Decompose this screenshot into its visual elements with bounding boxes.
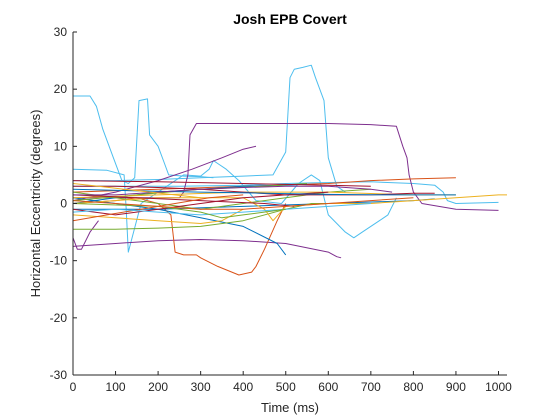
series-line-22 — [72, 194, 295, 207]
series-line-27 — [73, 185, 393, 196]
chart-title: Josh EPB Covert — [233, 11, 347, 27]
series-layer — [72, 64, 507, 276]
series-line-21 — [72, 191, 329, 216]
series-line-18 — [72, 208, 244, 224]
series-line-29 — [72, 197, 414, 210]
y-tick-label: -10 — [50, 254, 68, 268]
x-axis-label: Time (ms) — [261, 400, 319, 415]
series-line-28 — [72, 183, 201, 199]
series-line-5 — [73, 123, 499, 211]
x-tick-label: 0 — [70, 380, 77, 394]
tick-layer: 0 100 200 300 400 500 600 700 800 900 1000-30-20-1… — [50, 25, 513, 394]
series-line-9 — [72, 197, 287, 276]
series-line-2 — [73, 64, 346, 193]
x-tick-label: 300 — [191, 380, 211, 394]
series-line-17 — [72, 194, 507, 222]
x-tick-label: 600 — [318, 380, 338, 394]
series-line-24 — [72, 203, 371, 216]
series-line-6 — [72, 145, 257, 202]
x-tick-label: 100 — [106, 380, 126, 394]
x-tick-label: 900 — [446, 380, 466, 394]
x-tick-label: 1000 — [485, 380, 512, 394]
x-tick-label: 500 — [276, 380, 296, 394]
y-tick-label: 10 — [54, 139, 68, 153]
series-line-4 — [73, 181, 499, 204]
y-tick-label: 20 — [54, 82, 68, 96]
y-tick-label: -20 — [50, 311, 68, 325]
series-line-7 — [72, 239, 342, 259]
series-line-8 — [72, 220, 99, 250]
series-line-10 — [72, 177, 456, 193]
x-tick-label: 200 — [148, 380, 168, 394]
plot-area — [73, 32, 507, 375]
y-tick-label: 30 — [54, 25, 68, 39]
series-line-30 — [72, 180, 371, 187]
series-line-3 — [72, 160, 397, 253]
y-tick-label: -30 — [50, 368, 68, 382]
x-tick-label: 800 — [403, 380, 423, 394]
x-tick-label: 400 — [233, 380, 253, 394]
x-tick-label: 700 — [361, 380, 381, 394]
y-axis-label: Horizontal Eccentricity (degrees) — [28, 110, 43, 298]
y-tick-label: 0 — [60, 197, 67, 211]
